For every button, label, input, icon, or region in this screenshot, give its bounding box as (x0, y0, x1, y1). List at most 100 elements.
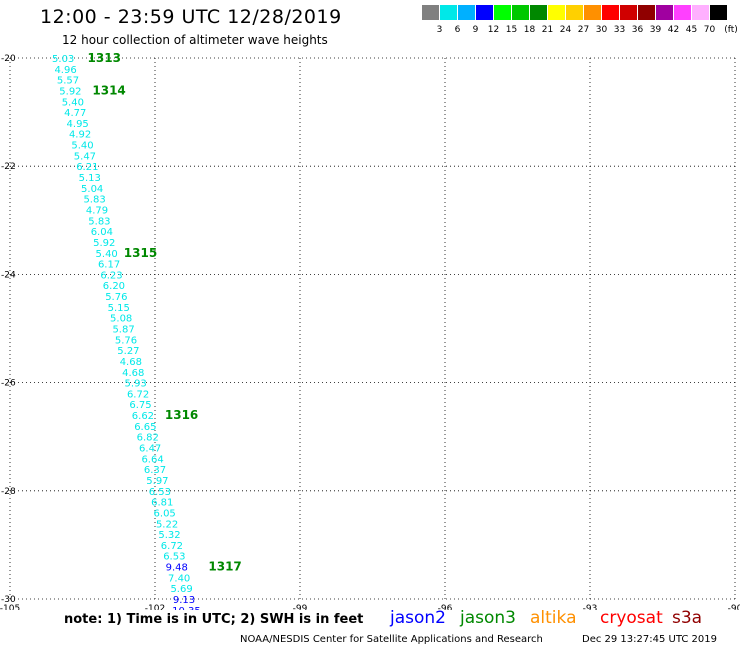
wave-height-point: 5.97 (146, 476, 168, 487)
wave-height-point: 4.96 (54, 65, 76, 76)
satellite-altika: altika (530, 608, 577, 628)
wave-height-point: 5.69 (170, 584, 192, 595)
wave-height-point: 9.48 (166, 563, 188, 574)
y-tick-label: -28 (1, 487, 16, 497)
wave-height-point: 5.47 (74, 151, 96, 162)
legend-label: 42 (667, 25, 680, 35)
legend-label: 12 (487, 25, 500, 35)
legend-swatch (638, 5, 655, 20)
grid (9, 57, 736, 600)
legend-swatch (494, 5, 511, 20)
map-subtitle: 12 hour collection of altimeter wave hei… (62, 33, 328, 47)
wave-height-point: 4.79 (86, 205, 108, 216)
altimeter-map: -105 -102 -99 -96 -93 -90 -20 -22 -24 -26 -28 -30 5… (0, 51, 740, 610)
legend-swatch (422, 5, 439, 20)
wave-height-point: 6.75 (129, 400, 151, 411)
legend-swatch (512, 5, 529, 20)
wave-height-point: 5.40 (71, 141, 93, 152)
wave-height-point: 10.35 (172, 606, 201, 610)
time-label: 1314 (92, 83, 125, 97)
legend-label: 9 (472, 25, 479, 35)
legend-label: 70 (703, 25, 716, 35)
x-tick-label: -105 (0, 604, 20, 610)
wave-height-point: 5.04 (81, 184, 103, 195)
time-label: 1316 (165, 408, 198, 422)
wave-height-point: 5.92 (93, 238, 115, 249)
wave-height-point: 6.21 (76, 162, 98, 173)
wave-height-point: 4.92 (69, 130, 91, 141)
legend-swatch (530, 5, 547, 20)
wave-height-point: 5.92 (59, 86, 81, 97)
x-tick-label: -93 (583, 604, 598, 610)
x-tick-label: -102 (145, 604, 165, 610)
satellite-s3a: s3a (672, 608, 703, 628)
legend-label: 33 (613, 25, 626, 35)
wave-height-point: 5.93 (125, 379, 147, 390)
axis-ticks: -105 -102 -99 -96 -93 -90 -20 -22 -24 -26 -28 -30 (0, 54, 740, 610)
legend-swatch (710, 5, 727, 20)
map-title: 12:00 - 23:59 UTC 12/28/2019 (40, 6, 342, 28)
wave-height-point: 6.82 (137, 433, 159, 444)
time-label: 1315 (124, 246, 157, 260)
wave-height-point: 6.62 (132, 411, 154, 422)
wave-height-point: 6.53 (149, 487, 171, 498)
wave-height-points: 5.034.965.575.925.404.774.954.925.405.47… (52, 54, 201, 610)
x-tick-label: -99 (293, 604, 308, 610)
legend-swatch (584, 5, 601, 20)
legend-swatch (476, 5, 493, 20)
wave-height-point: 4.77 (64, 108, 86, 119)
wave-height-point: 5.32 (158, 530, 180, 541)
wave-height-point: 6.72 (127, 389, 149, 400)
footer-note: note: 1) Time is in UTC; 2) SWH is in fe… (64, 612, 364, 627)
legend-swatch (620, 5, 637, 20)
satellite-jason3: jason3 (460, 608, 516, 628)
legend-swatch (440, 5, 457, 20)
x-tick-label: -96 (438, 604, 453, 610)
wave-height-point: 6.81 (151, 498, 173, 509)
legend-swatch (692, 5, 709, 20)
legend-swatch (458, 5, 475, 20)
legend-swatch (656, 5, 673, 20)
wave-height-point: 5.08 (110, 314, 132, 325)
wave-height-point: 4.95 (67, 119, 89, 130)
color-legend: 3 6 9 12 15 18 21 24 27 30 33 36 39 42 45 70 (ft) (422, 5, 738, 39)
wave-height-point: 5.87 (112, 325, 134, 336)
wave-height-point: 6.53 (163, 552, 185, 563)
time-labels: 1313 1314 1315 1316 1317 (88, 51, 242, 574)
wave-height-point: 4.68 (122, 368, 144, 379)
footer-credit: NOAA/NESDIS Center for Satellite Applica… (240, 634, 543, 645)
legend-label: 45 (685, 25, 698, 35)
legend-label: 30 (595, 25, 608, 35)
legend-label: 36 (631, 25, 644, 35)
wave-height-point: 6.20 (103, 281, 125, 292)
wave-height-point: 5.15 (108, 303, 130, 314)
wave-height-point: 6.47 (139, 444, 161, 455)
wave-height-point: 6.23 (100, 270, 122, 281)
wave-height-point: 5.13 (79, 173, 101, 184)
legend-label: 39 (649, 25, 662, 35)
legend-label: 27 (577, 25, 590, 35)
time-label: 1313 (88, 51, 121, 65)
wave-height-point: 5.22 (156, 519, 178, 530)
y-tick-label: -24 (1, 270, 16, 280)
wave-height-point: 6.65 (134, 422, 156, 433)
x-tick-label: -90 (728, 604, 740, 610)
wave-height-point: 6.37 (144, 465, 166, 476)
legend-label: 21 (541, 25, 554, 35)
wave-height-point: 6.72 (161, 541, 183, 552)
legend-swatch (602, 5, 619, 20)
wave-height-point: 4.68 (120, 357, 142, 368)
y-tick-label: -30 (1, 595, 16, 605)
satellite-jason2: jason2 (390, 608, 446, 628)
y-tick-label: -20 (1, 54, 16, 64)
y-tick-label: -26 (1, 379, 16, 389)
wave-height-point: 5.57 (57, 76, 79, 87)
wave-height-point: 9.13 (173, 595, 195, 606)
legend-swatch (674, 5, 691, 20)
wave-height-point: 6.04 (91, 227, 113, 238)
legend-label: 3 (436, 25, 443, 35)
wave-height-point: 5.83 (83, 195, 105, 206)
wave-height-point: 6.05 (154, 508, 176, 519)
legend-swatch (548, 5, 565, 20)
legend-label: 24 (559, 25, 572, 35)
